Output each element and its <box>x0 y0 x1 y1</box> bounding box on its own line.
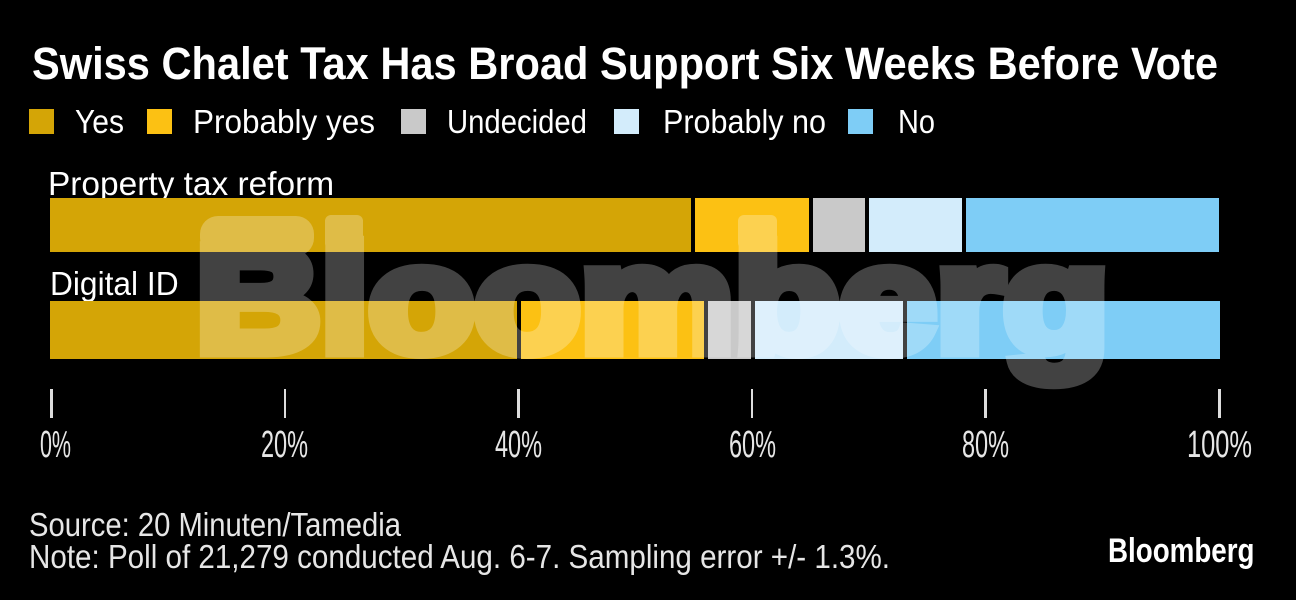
svg-text:Bloomberg: Bloomberg <box>196 216 1109 384</box>
